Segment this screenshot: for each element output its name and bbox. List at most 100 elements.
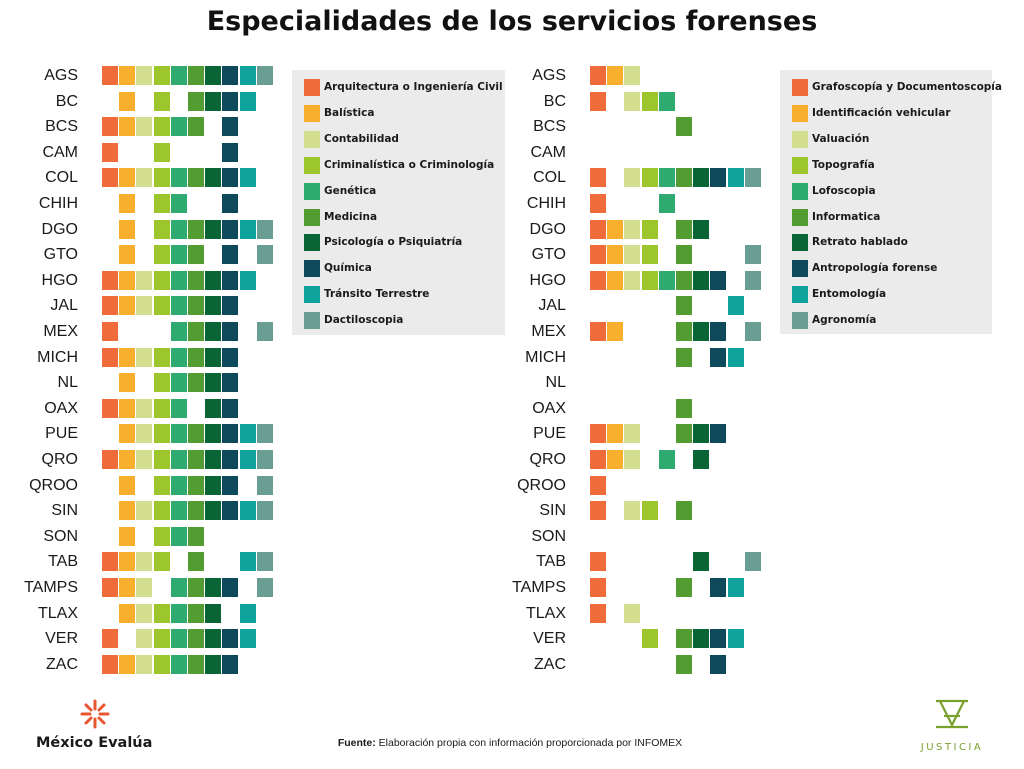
state-row-left-bcs: BCS	[10, 117, 270, 137]
specialty-cell	[256, 578, 273, 597]
specialty-cell	[222, 578, 239, 597]
specialty-cell	[153, 552, 170, 572]
legend-label: Grafoscopía y Documentoscopía	[812, 81, 1002, 93]
state-label: MICH	[525, 348, 566, 366]
state-label: NL	[545, 374, 566, 392]
state-row-left-zac: ZAC	[10, 654, 270, 675]
specialty-cell	[136, 296, 153, 316]
specialty-cell	[102, 270, 118, 290]
specialty-cell	[136, 347, 153, 367]
specialty-cell	[170, 347, 187, 367]
state-label: CHIH	[38, 195, 78, 212]
specialty-cell	[222, 424, 239, 444]
specialty-cell	[119, 245, 136, 265]
specialty-cell	[188, 603, 204, 623]
state-label: ZAC	[534, 655, 566, 673]
specialty-cell	[239, 91, 256, 111]
source-text: Elaboración propia con información propo…	[375, 737, 683, 749]
mexico-evalua-logo: México Evalúa	[36, 697, 156, 757]
specialty-cell	[222, 270, 239, 290]
specialty-cell	[102, 578, 118, 597]
specialty-cell	[222, 66, 239, 85]
specialty-cell	[641, 245, 658, 265]
legend-right: Grafoscopía y Documentoscopía Identificac…	[780, 70, 1002, 334]
specialty-cell	[119, 296, 136, 316]
specialty-cell	[641, 219, 658, 239]
specialty-cell	[102, 168, 118, 188]
specialty-cell	[256, 501, 273, 521]
specialty-cell	[205, 270, 222, 290]
specialty-cell	[136, 424, 153, 444]
specialty-cell	[624, 245, 641, 265]
specialty-cell	[624, 66, 641, 85]
specialty-cell	[136, 578, 153, 597]
specialty-cell	[222, 322, 239, 341]
specialty-cell	[676, 398, 692, 418]
specialty-cell	[693, 168, 710, 188]
specialty-cell	[710, 578, 727, 597]
specialty-cell	[170, 117, 187, 137]
specialty-cell	[624, 168, 641, 188]
specialty-cell	[710, 270, 727, 290]
state-label: OAX	[532, 399, 566, 417]
state-row-right-oax: OAX	[498, 398, 758, 419]
specialty-cell	[239, 270, 256, 290]
specialty-cell	[188, 66, 204, 85]
state-label: TAB	[536, 553, 566, 571]
specialty-cell	[590, 578, 606, 597]
legend-label: Dactiloscopia	[324, 314, 404, 327]
specialty-cell	[170, 629, 187, 649]
specialty-cell	[222, 117, 239, 137]
specialty-cell	[153, 654, 170, 674]
specialty-cell	[205, 322, 222, 341]
specialty-cell	[744, 245, 761, 265]
specialty-cell	[676, 270, 692, 290]
state-label: PUE	[533, 425, 566, 443]
specialty-cell	[119, 194, 136, 213]
state-label: SON	[531, 527, 566, 545]
specialty-cell	[590, 66, 606, 85]
legend-label: Informatica	[812, 210, 881, 223]
specialty-cell	[153, 629, 170, 649]
state-row-right-tlax: TLAX	[498, 603, 758, 624]
legend-label: Lofoscopia	[812, 184, 876, 197]
state-label: AGS	[532, 67, 566, 84]
specialty-cell	[153, 603, 170, 623]
specialty-cell	[744, 270, 761, 290]
specialty-cell	[222, 450, 239, 469]
specialty-cell	[188, 578, 204, 597]
legend-label: Balística	[324, 106, 375, 119]
state-row-right-jal: JAL	[498, 296, 758, 316]
specialty-cell	[136, 398, 153, 418]
legend-label: Agronomía	[812, 314, 877, 327]
specialty-cell	[136, 270, 153, 290]
legend-label: Tránsito Terrestre	[324, 288, 430, 301]
specialty-cell	[119, 117, 136, 137]
legend-swatch	[304, 260, 320, 278]
specialty-cell	[744, 552, 761, 572]
specialty-cell	[590, 475, 606, 495]
specialty-cell	[102, 654, 118, 674]
state-row-left-tamps: TAMPS	[10, 578, 273, 598]
specialty-cell	[744, 322, 761, 341]
specialty-cell	[222, 373, 239, 393]
legend-swatch	[304, 286, 320, 304]
specialty-cell	[119, 91, 136, 111]
state-label: SON	[43, 527, 78, 545]
specialty-cell	[119, 450, 136, 469]
specialty-cell	[153, 347, 170, 367]
specialty-cell	[256, 219, 273, 239]
state-row-right-sin: SIN	[498, 501, 758, 521]
state-row-left-pue: PUE	[10, 424, 273, 444]
specialty-cell	[205, 373, 222, 393]
specialty-cell	[153, 91, 170, 111]
specialty-cell	[188, 501, 204, 521]
legend-swatch	[792, 260, 808, 278]
specialty-cell	[590, 194, 606, 213]
state-label: TAB	[48, 553, 78, 571]
specialty-cell	[188, 450, 204, 469]
specialty-cell	[239, 603, 256, 623]
specialty-cell	[239, 168, 256, 188]
specialty-cell	[256, 424, 273, 444]
specialty-cell	[119, 501, 136, 521]
